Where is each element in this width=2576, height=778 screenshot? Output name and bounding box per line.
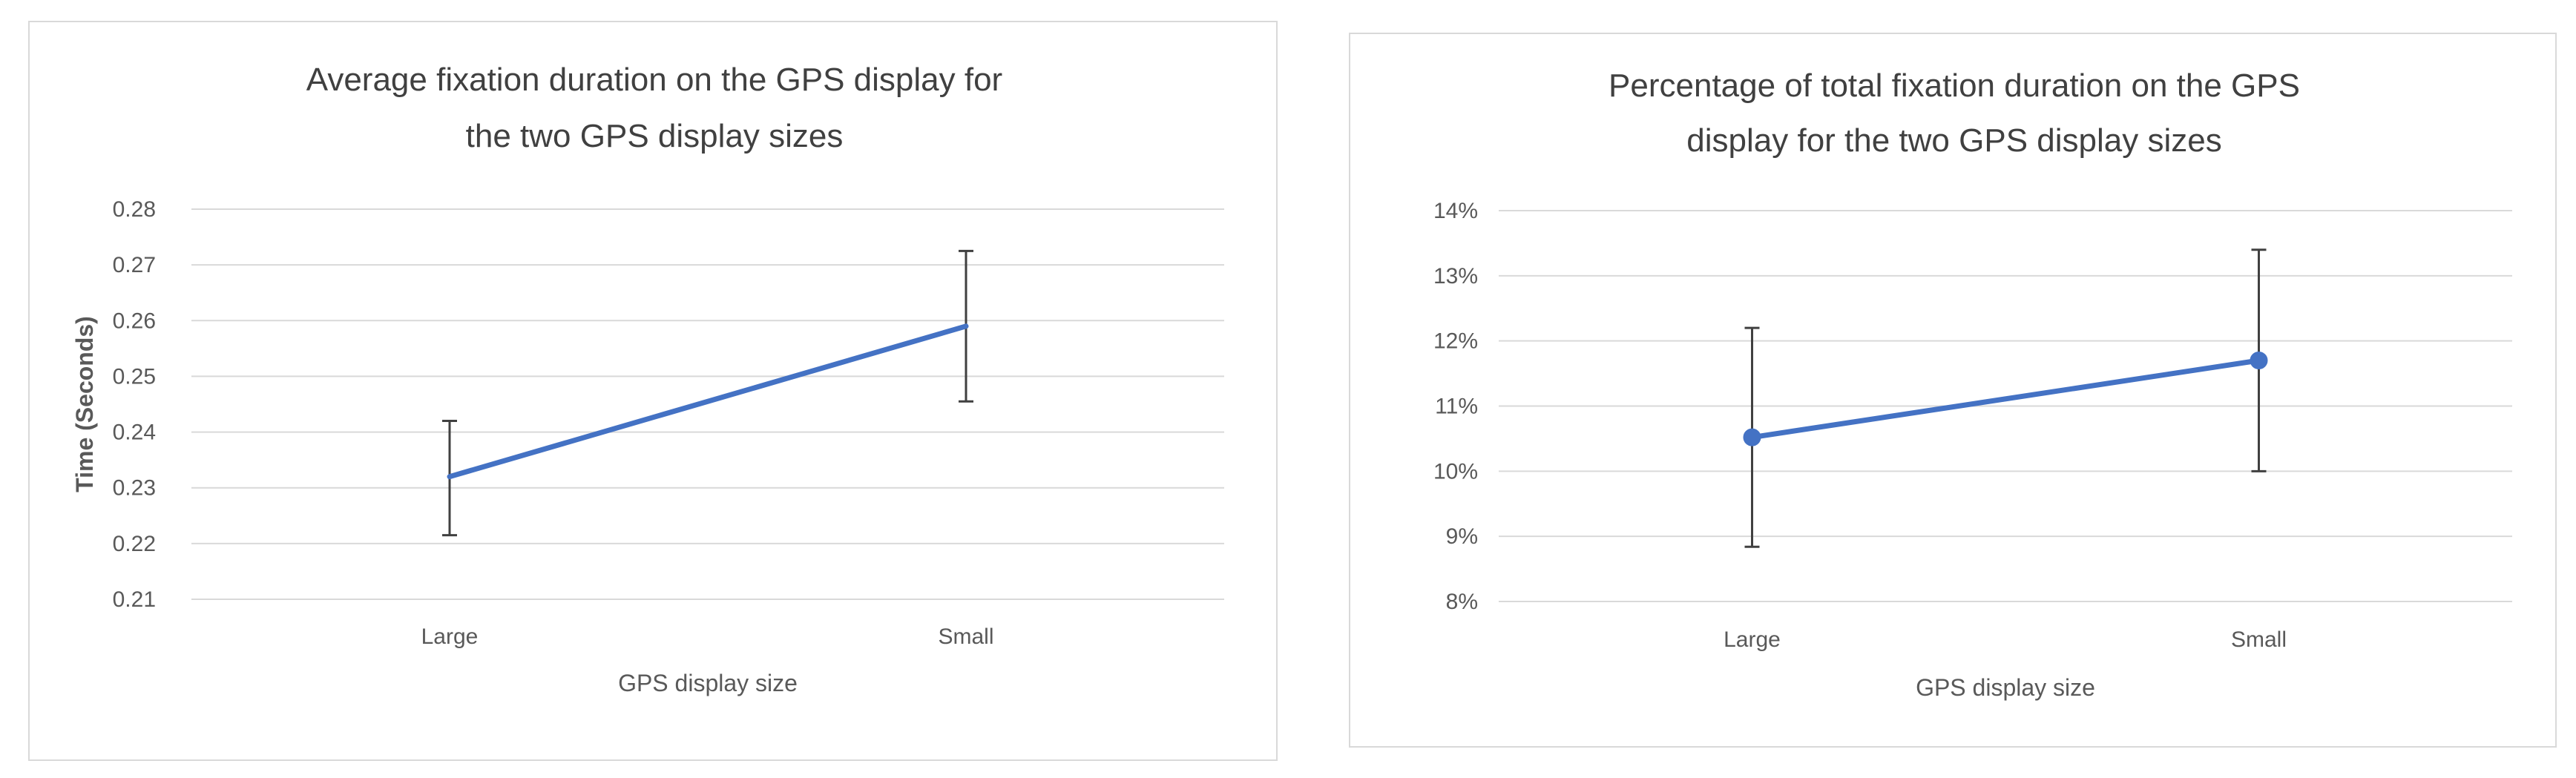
- data-point: [2250, 352, 2268, 370]
- y-tick-label: 12%: [1433, 329, 1478, 354]
- y-tick-label: 0.25: [113, 364, 156, 389]
- x-tick-label: Large: [1724, 627, 1781, 652]
- data-point: [1743, 428, 1761, 446]
- x-tick-label: Small: [938, 624, 993, 649]
- y-tick-label: 0.28: [113, 197, 156, 222]
- chart-title-line-2: the two GPS display sizes: [466, 118, 844, 154]
- chart-title-line-1: Average fixation duration on the GPS dis…: [306, 62, 1002, 98]
- y-tick-label: 8%: [1446, 590, 1478, 614]
- y-tick-label: 13%: [1433, 264, 1478, 289]
- chart-title-line-2: display for the two GPS display sizes: [1686, 122, 2221, 159]
- chart-title-line-1: Percentage of total fixation duration on…: [1609, 67, 2300, 104]
- y-tick-label: 14%: [1433, 199, 1478, 223]
- y-tick-label: 9%: [1446, 524, 1478, 549]
- y-tick-label: 0.23: [113, 476, 156, 501]
- y-tick-label: 0.22: [113, 532, 156, 556]
- series-line: [447, 323, 969, 480]
- y-tick-label: 0.24: [113, 421, 156, 445]
- chart-panel-fixation-percentage: Percentage of total fixation duration on…: [1349, 33, 2557, 748]
- y-tick-label: 10%: [1433, 459, 1478, 484]
- x-tick-label: Small: [2231, 627, 2287, 652]
- y-tick-label: 0.27: [113, 253, 156, 277]
- chart-fixation-duration-svg: Average fixation duration on the GPS dis…: [71, 62, 1224, 696]
- series-line: [1749, 357, 2261, 441]
- y-tick-label: 0.26: [113, 309, 156, 333]
- x-tick-label: Large: [421, 624, 479, 649]
- chart-panel-fixation-duration: Average fixation duration on the GPS dis…: [28, 21, 1278, 761]
- chart-fixation-percentage-svg: Percentage of total fixation duration on…: [1433, 67, 2512, 701]
- y-axis-title: Time (Seconds): [71, 316, 98, 492]
- x-axis-title: GPS display size: [1916, 674, 2095, 701]
- y-tick-label: 11%: [1435, 395, 1478, 419]
- y-tick-label: 0.21: [113, 587, 156, 612]
- x-axis-title: GPS display size: [618, 670, 798, 696]
